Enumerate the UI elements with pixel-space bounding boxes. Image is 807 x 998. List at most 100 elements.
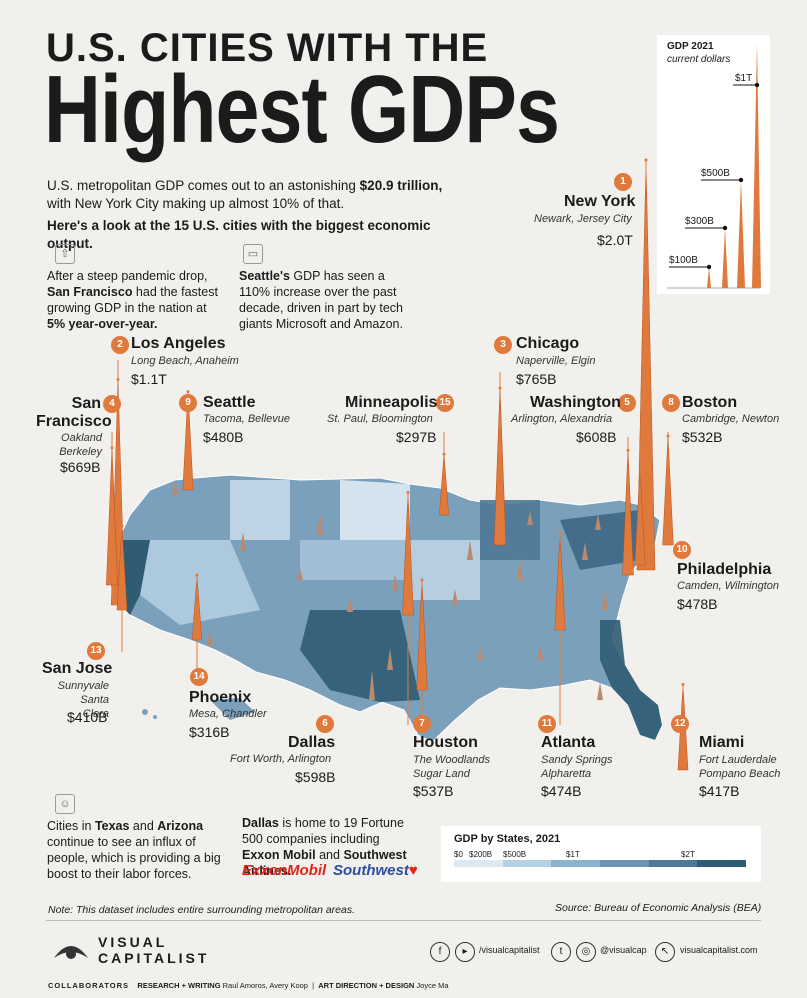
rank-badge: 14 — [190, 668, 208, 686]
legend-label-500b: $500B — [701, 168, 730, 179]
visual-capitalist-logo — [50, 930, 92, 966]
minor-city-spike — [207, 631, 213, 645]
cursor-icon[interactable]: ↖ — [655, 942, 675, 962]
exxonmobil-logo: ExxonMobil — [242, 862, 327, 879]
city-name: Phoenix — [189, 689, 252, 706]
city-value: $417B — [699, 783, 740, 799]
spike-tip — [420, 578, 424, 582]
rank-badge: 8 — [662, 394, 680, 412]
twitter-icon[interactable]: t — [551, 942, 571, 962]
legend-tick: $500B — [503, 850, 527, 859]
city-value: $598B — [295, 769, 336, 785]
city-value: $669B — [60, 459, 101, 475]
spike-tip — [498, 386, 502, 390]
rocket-icon: ⇧ — [55, 244, 75, 264]
legend-swatch — [454, 860, 503, 867]
city-value: $537B — [413, 783, 454, 799]
source: Source: Bureau of Economic Analysis (BEA… — [555, 902, 762, 914]
city-value: $2.0T — [597, 232, 633, 248]
city-spike — [106, 447, 118, 586]
rank-badge: 2 — [111, 336, 129, 354]
spike-tip — [644, 158, 648, 162]
city-sub: Fort Worth, Arlington — [230, 753, 332, 765]
state-legend: GDP by States, 2021 $0 $200B $500B $1T $… — [441, 826, 761, 882]
rank-badge: 6 — [316, 715, 334, 733]
legend-swatch — [502, 860, 552, 867]
gdp-legend: GDP 2021 current dollars $100B $300B $50… — [657, 35, 770, 294]
city-value: $316B — [189, 724, 230, 740]
city-value: $532B — [682, 429, 723, 445]
spike-tip — [666, 434, 670, 438]
city-name: Los Angeles — [131, 335, 226, 352]
city-sub: Mesa, Chandler — [189, 708, 267, 720]
gdp-legend-subtitle: current dollars — [667, 54, 731, 65]
seattle-note: Seattle's GDP has seen a 110% increase o… — [239, 269, 403, 331]
city-value: $410B — [67, 709, 108, 725]
city-spike — [182, 391, 194, 491]
city-sub: Sunnyvale Santa Clara — [57, 680, 109, 720]
spike-tip — [406, 490, 410, 494]
spike-tip — [442, 452, 446, 456]
sf-note: After a steep pandemic drop, San Francis… — [47, 269, 218, 331]
city-value: $765B — [516, 371, 557, 387]
city-spike — [493, 388, 507, 546]
minor-city-spike — [240, 532, 246, 550]
legend-tick: $1T — [566, 850, 580, 859]
city-value: $297B — [396, 429, 437, 445]
city-spike — [438, 454, 450, 516]
legend-spike-300b — [722, 228, 728, 288]
city-name: Philadelphia — [677, 561, 772, 578]
city-value: $608B — [576, 429, 617, 445]
minor-city-spike — [537, 646, 543, 660]
page-title: Highest GDPs — [44, 56, 560, 163]
state-legend-bar — [454, 860, 747, 867]
legend-label-300b: $300B — [685, 216, 714, 227]
state-legend-title: GDP by States, 2021 — [454, 833, 561, 845]
legend-swatch — [697, 860, 747, 867]
city-name: Dallas — [288, 734, 336, 751]
legend-spike-1t — [752, 43, 761, 288]
city-value: $478B — [677, 596, 718, 612]
minor-city-spike — [602, 590, 608, 610]
city-sub: Camden, Wilmington — [677, 580, 779, 592]
minor-city-spike — [392, 574, 398, 590]
legend-spike-500b — [737, 180, 745, 288]
minor-city-spike — [517, 558, 523, 580]
city-name: Chicago — [516, 335, 580, 352]
rank-badge: 13 — [87, 642, 105, 660]
website-link[interactable]: visualcapitalist.com — [680, 945, 758, 955]
legend-tick: $2T — [681, 850, 695, 859]
rank-badge: 7 — [413, 715, 431, 733]
city-name: San Francisco — [36, 395, 112, 430]
southwest-logo: Southwest♥ — [333, 862, 418, 879]
rank-badge: 5 — [618, 394, 636, 412]
city-name: New York — [564, 193, 636, 210]
gdp-legend-title: GDP 2021 — [667, 41, 714, 52]
city-spike — [622, 450, 634, 576]
spike-tip — [558, 531, 562, 535]
city-value: $474B — [541, 783, 582, 799]
city-name: San Jose — [42, 660, 113, 677]
city-name: Seattle — [203, 394, 256, 411]
city-spike — [636, 159, 656, 571]
minor-city-spike — [597, 682, 603, 700]
spike-tip — [110, 446, 114, 450]
city-sub: Naperville, Elgin — [516, 355, 596, 367]
city-name: Minneapolis — [345, 394, 438, 411]
instagram-icon[interactable]: ◎ — [576, 942, 596, 962]
city-sub: Tacoma, Bellevue — [203, 413, 291, 425]
social-handle-1[interactable]: /visualcapitalist — [479, 945, 540, 955]
legend-label-1t: $1T — [735, 73, 753, 84]
youtube-icon[interactable]: ▸ — [455, 942, 475, 962]
city-sub: Oakland Berkeley — [59, 432, 102, 458]
brand-name: VISUAL CAPITALIST — [98, 934, 210, 966]
facebook-icon[interactable]: f — [430, 942, 450, 962]
minor-city-spike — [387, 648, 393, 670]
city-sub: The Woodlands Sugar Land — [413, 754, 491, 780]
city-name: Houston — [413, 734, 478, 751]
intro-text: U.S. metropolitan GDP comes out to an as… — [47, 178, 443, 251]
social-handle-2[interactable]: @visualcap — [600, 945, 647, 955]
minor-city-spike — [452, 589, 458, 605]
minor-city-spike — [467, 540, 473, 560]
